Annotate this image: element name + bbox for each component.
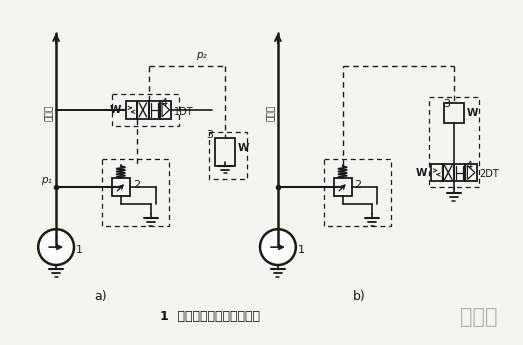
Text: 3: 3 [206, 130, 213, 140]
Text: 往系统: 往系统 [44, 105, 54, 121]
Bar [137, 101, 149, 119]
Text: W: W [415, 168, 427, 177]
Text: W: W [467, 108, 479, 118]
Text: b): b) [353, 290, 366, 303]
Bar [102, 159, 169, 226]
Bar [465, 164, 477, 181]
Text: p₁: p₁ [41, 175, 52, 185]
Bar [444, 103, 464, 123]
Text: 2DT: 2DT [479, 169, 498, 179]
Polygon shape [162, 103, 169, 117]
Text: W: W [110, 105, 121, 115]
Bar [112, 94, 179, 126]
Text: p₂: p₂ [197, 50, 207, 60]
Text: 4: 4 [160, 98, 167, 108]
Text: 1DT: 1DT [174, 107, 193, 117]
Text: 4: 4 [465, 160, 472, 170]
Circle shape [38, 229, 74, 265]
Text: 往系统: 往系统 [266, 105, 276, 121]
Bar [431, 164, 442, 181]
Text: W: W [238, 142, 249, 152]
Bar [454, 164, 465, 181]
Text: 1: 1 [298, 245, 305, 255]
Text: 1  双溢流阀式二级调压回路: 1 双溢流阀式二级调压回路 [160, 310, 260, 323]
Bar [324, 159, 391, 226]
Bar [126, 101, 137, 119]
Bar [160, 101, 172, 119]
Text: 1: 1 [76, 245, 83, 255]
Text: 迪因诺: 迪因诺 [460, 307, 497, 327]
Polygon shape [468, 166, 475, 179]
Bar [429, 97, 479, 187]
Text: 3: 3 [444, 99, 450, 109]
Bar [334, 178, 351, 196]
Circle shape [260, 229, 296, 265]
Bar [112, 178, 130, 196]
Bar [149, 101, 160, 119]
Text: 2: 2 [133, 180, 140, 190]
Text: 2: 2 [355, 180, 361, 190]
Bar [215, 138, 235, 166]
Bar [442, 164, 454, 181]
Text: a): a) [95, 290, 107, 303]
Bar [209, 132, 247, 179]
